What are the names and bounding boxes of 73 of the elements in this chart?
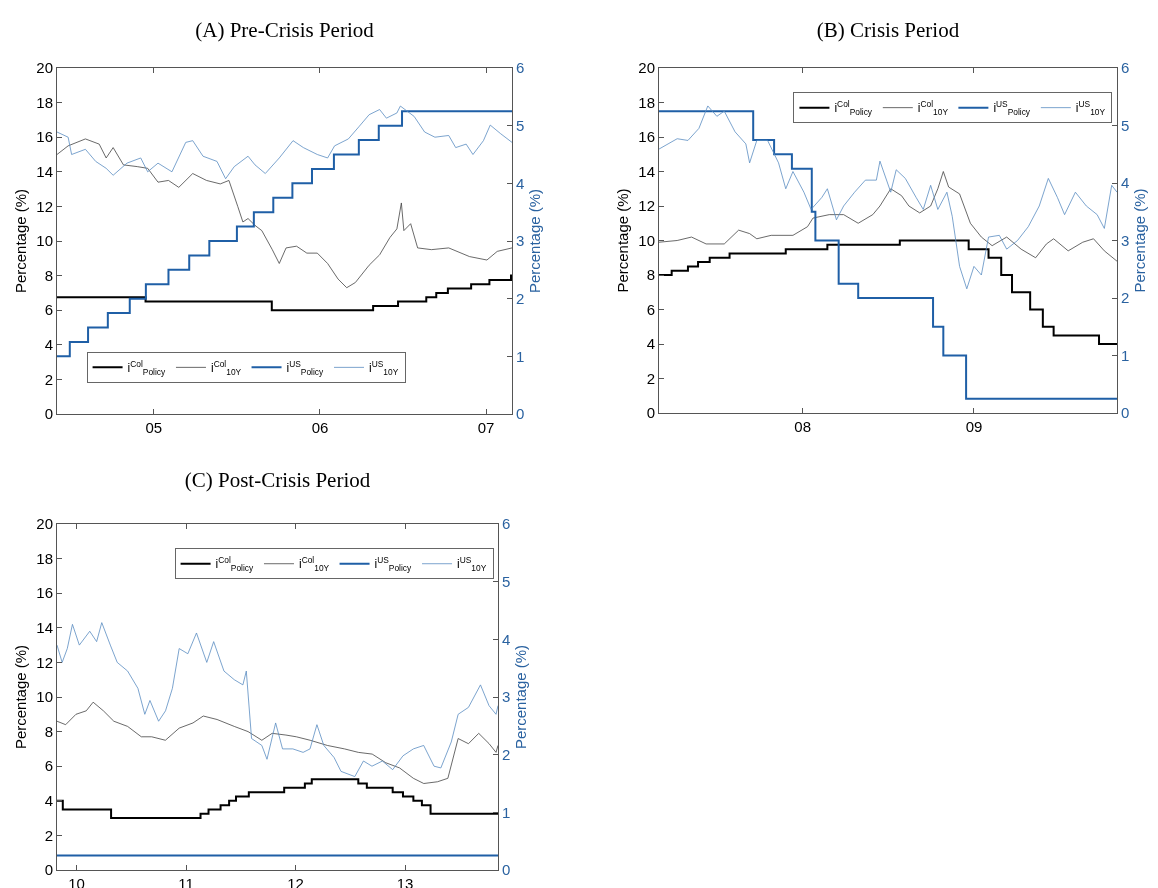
y2-tick-label: 1 xyxy=(516,347,525,365)
y2-tick-label: 5 xyxy=(1121,116,1130,134)
y-tick-label: 20 xyxy=(638,59,655,77)
y-axis-title: Percentage (%) xyxy=(11,644,29,750)
y-tick-label: 6 xyxy=(646,300,655,318)
y-tick-label: 12 xyxy=(36,653,53,671)
chart-title: (B) Crisis Period xyxy=(816,18,960,43)
y2-tick-label: 3 xyxy=(502,688,511,706)
y-tick-label: 16 xyxy=(36,584,53,602)
y2-tick-label: 3 xyxy=(1121,231,1130,249)
y2-tick-label: 6 xyxy=(1121,59,1130,77)
y2-tick-label: 6 xyxy=(502,515,511,533)
y-tick-label: 8 xyxy=(44,266,53,284)
y-tick-label: 16 xyxy=(36,128,53,146)
y2-tick-label: 1 xyxy=(502,803,511,821)
y2-tick-label: 2 xyxy=(516,289,525,307)
y-tick-label: 14 xyxy=(638,162,655,180)
y-tick-label: 4 xyxy=(646,335,655,353)
x-tick-label: 09 xyxy=(965,418,983,435)
y2-tick-label: 4 xyxy=(502,630,511,648)
x-tick-label: 05 xyxy=(145,419,163,436)
y2-tick-label: 0 xyxy=(502,861,511,879)
y-tick-label: 4 xyxy=(44,792,53,810)
y-tick-label: 8 xyxy=(44,722,53,740)
chart-title: (A) Pre-Crisis Period xyxy=(195,18,375,43)
y2-tick-label: 5 xyxy=(516,116,525,134)
y-tick-label: 6 xyxy=(44,301,53,319)
x-tick-label: 08 xyxy=(794,418,812,435)
y-tick-label: 4 xyxy=(44,336,53,354)
line-series xyxy=(57,701,498,784)
y2-tick-label: 2 xyxy=(1121,289,1130,307)
y-tick-label: 0 xyxy=(44,861,53,879)
y2-axis-title: Percentage (%) xyxy=(526,188,544,294)
y2-tick-label: 2 xyxy=(502,745,511,763)
y2-tick-label: 5 xyxy=(502,572,511,590)
y-tick-label: 6 xyxy=(44,757,53,775)
y-tick-label: 0 xyxy=(44,405,53,423)
y-tick-label: 2 xyxy=(44,826,53,844)
y2-tick-label: 0 xyxy=(1121,404,1130,422)
y-tick-label: 14 xyxy=(36,619,53,637)
line-series xyxy=(57,138,512,289)
y2-tick-label: 6 xyxy=(516,59,525,77)
y-tick-label: 18 xyxy=(638,93,655,111)
line-series xyxy=(57,622,498,777)
y2-tick-label: 4 xyxy=(1121,174,1130,192)
y-axis-title: Percentage (%) xyxy=(11,188,29,294)
y-tick-label: 10 xyxy=(36,688,53,706)
y-tick-label: 18 xyxy=(36,549,53,567)
y-tick-label: 2 xyxy=(646,369,655,387)
y2-axis-title: Percentage (%) xyxy=(512,644,530,750)
y-axis-title: Percentage (%) xyxy=(613,188,631,293)
y-tick-label: 18 xyxy=(36,93,53,111)
y-tick-label: 14 xyxy=(36,163,53,181)
y-tick-label: 20 xyxy=(36,515,53,533)
y-tick-label: 12 xyxy=(36,197,53,215)
y-tick-label: 20 xyxy=(36,59,53,77)
y2-tick-label: 4 xyxy=(516,174,525,192)
y-tick-label: 10 xyxy=(36,232,53,250)
y-tick-label: 2 xyxy=(44,370,53,388)
y2-axis-title: Percentage (%) xyxy=(1131,188,1149,293)
y2-tick-label: 1 xyxy=(1121,346,1130,364)
line-series xyxy=(57,105,512,180)
y-tick-label: 12 xyxy=(638,197,655,215)
y2-tick-label: 0 xyxy=(516,405,525,423)
y-tick-label: 0 xyxy=(646,404,655,422)
line-series xyxy=(659,171,1117,262)
x-tick-label: 06 xyxy=(311,419,329,436)
y2-tick-label: 3 xyxy=(516,232,525,250)
y-tick-label: 10 xyxy=(638,231,655,249)
x-tick-label: 07 xyxy=(477,419,495,436)
y-tick-label: 16 xyxy=(638,128,655,146)
chart-title: (C) Post-Crisis Period xyxy=(184,468,371,493)
y-tick-label: 8 xyxy=(646,266,655,284)
